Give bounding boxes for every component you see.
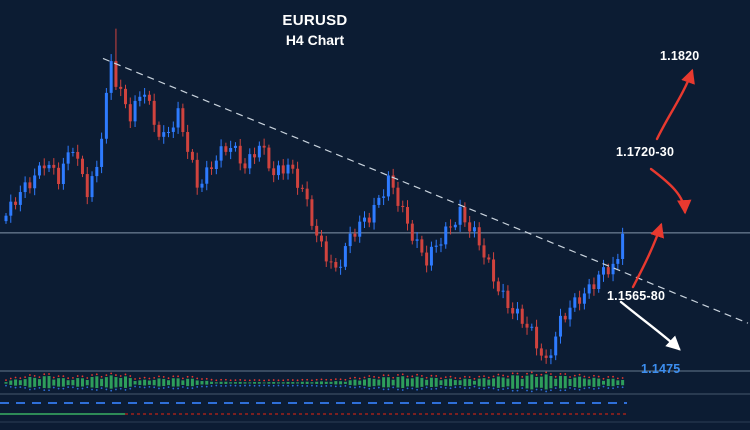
oscillator-pane: [4, 371, 625, 393]
descending-trendline: [102, 57, 749, 324]
downside-scenario-arrow: [619, 300, 681, 351]
rejection-scenario-arrow: [649, 167, 692, 215]
resistance-zone-label-1720-30: 1.1720-30: [616, 145, 675, 159]
upside-target-arrow: [655, 68, 695, 141]
candles-group: [4, 28, 625, 365]
support-level-label-1475: 1.1475: [641, 362, 681, 376]
price-target-label-1820: 1.1820: [660, 49, 700, 63]
chart-title: EURUSD H4 Chart: [230, 10, 400, 51]
timeframe-label: H4 Chart: [285, 32, 345, 48]
bounce-arrow: [631, 222, 665, 289]
symbol-label: EURUSD: [282, 12, 348, 29]
support-zone-label-1565-80: 1.1565-80: [607, 289, 666, 303]
